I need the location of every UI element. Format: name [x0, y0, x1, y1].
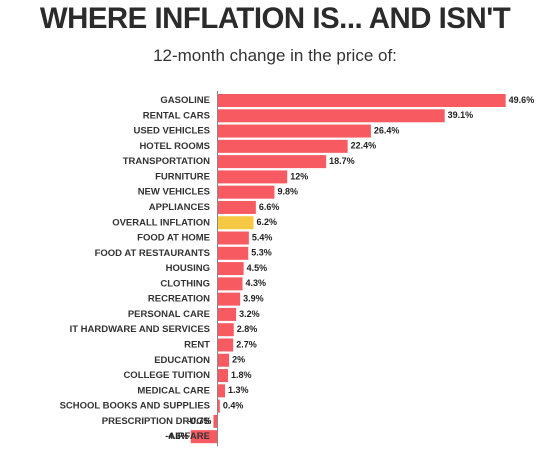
- category-label-clothing: CLOTHING: [160, 278, 210, 289]
- category-label-used-vehicles: USED VEHICLES: [133, 126, 210, 137]
- bar-transportation: [217, 155, 327, 169]
- value-label-overall-inflation: 6.2%: [257, 217, 278, 227]
- category-label-transportation: TRANSPORTATION: [123, 156, 210, 167]
- bar-recreation: [217, 292, 241, 306]
- bar-overall-inflation: [217, 216, 254, 230]
- value-label-housing: 4.5%: [247, 263, 268, 273]
- chart-title: WHERE INFLATION IS... AND ISN'T: [39, 2, 511, 35]
- value-label-hotel-rooms: 22.4%: [351, 141, 377, 151]
- value-label-rental-cars: 39.1%: [448, 110, 474, 120]
- category-label-food-at-home: FOOD AT HOME: [137, 233, 210, 244]
- category-label-education: EDUCATION: [154, 355, 210, 366]
- category-label-school-books-and-supplies: SCHOOL BOOKS AND SUPPLIES: [60, 401, 210, 412]
- category-label-overall-inflation: OVERALL INFLATION: [112, 217, 210, 228]
- value-label-medical-care: 1.3%: [228, 385, 249, 395]
- value-label-clothing: 4.3%: [245, 278, 266, 288]
- category-label-gasoline: GASOLINE: [160, 95, 210, 106]
- category-label-appliances: APPLIANCES: [149, 202, 210, 213]
- bar-hotel-rooms: [217, 139, 348, 153]
- bar-prescription-drugs: [213, 414, 218, 428]
- category-label-recreation: RECREATION: [148, 294, 210, 305]
- value-label-rent: 2.7%: [236, 339, 257, 349]
- bar-airfare: [190, 430, 218, 444]
- bar-medical-care: [217, 384, 226, 398]
- value-label-food-at-restaurants: 5.3%: [251, 248, 272, 258]
- category-label-prescription-drugs: PRESCRIPTION DRUGS: [102, 416, 210, 427]
- category-label-it-hardware-and-services: IT HARDWARE AND SERVICES: [70, 324, 210, 335]
- bar-clothing: [217, 277, 243, 291]
- bar-education: [217, 353, 230, 367]
- category-label-food-at-restaurants: FOOD AT RESTAURANTS: [95, 248, 210, 259]
- value-label-it-hardware-and-services: 2.8%: [237, 324, 258, 334]
- category-label-housing: HOUSING: [166, 263, 210, 274]
- bar-gasoline: [217, 94, 506, 107]
- category-label-furniture: FURNITURE: [155, 171, 210, 182]
- value-label-education: 2%: [232, 355, 245, 365]
- value-label-school-books-and-supplies: 0.4%: [223, 400, 244, 410]
- category-label-airfare: AIRFARE: [168, 431, 210, 442]
- bar-housing: [217, 262, 244, 276]
- value-label-food-at-home: 5.4%: [252, 232, 273, 242]
- bar-rent: [217, 338, 234, 352]
- bar-school-books-and-supplies: [217, 399, 220, 413]
- value-label-gasoline: 49.6%: [509, 95, 535, 105]
- value-label-personal-care: 3.2%: [239, 309, 260, 319]
- bar-rental-cars: [217, 109, 445, 123]
- value-label-transportation: 18.7%: [329, 156, 355, 166]
- value-label-appliances: 6.6%: [259, 202, 280, 212]
- bar-food-at-home: [217, 231, 249, 245]
- bar-food-at-restaurants: [217, 246, 249, 260]
- bar-new-vehicles: [217, 185, 275, 199]
- category-label-hotel-rooms: HOTEL ROOMS: [139, 141, 210, 152]
- category-label-rent: RENT: [184, 339, 210, 350]
- category-label-personal-care: PERSONAL CARE: [128, 309, 210, 320]
- category-label-new-vehicles: NEW VEHICLES: [138, 187, 210, 198]
- value-label-new-vehicles: 9.8%: [277, 187, 298, 197]
- value-label-recreation: 3.9%: [243, 294, 264, 304]
- value-label-used-vehicles: 26.4%: [374, 125, 400, 135]
- value-label-college-tuition: 1.8%: [231, 370, 252, 380]
- category-label-rental-cars: RENTAL CARS: [143, 110, 210, 121]
- value-label-airfare: -4.6%: [165, 431, 189, 441]
- chart-subtitle: 12-month change in the price of:: [153, 46, 397, 65]
- bar-appliances: [217, 200, 256, 214]
- bar-college-tuition: [217, 369, 228, 383]
- value-label-furniture: 12%: [290, 171, 308, 181]
- bar-furniture: [217, 170, 288, 184]
- category-label-medical-care: MEDICAL CARE: [137, 385, 210, 396]
- bar-it-hardware-and-services: [217, 323, 234, 337]
- value-label-prescription-drugs: -0.7%: [188, 416, 212, 426]
- bar-used-vehicles: [217, 124, 371, 138]
- bar-personal-care: [217, 307, 237, 321]
- category-label-college-tuition: COLLEGE TUITION: [123, 370, 210, 381]
